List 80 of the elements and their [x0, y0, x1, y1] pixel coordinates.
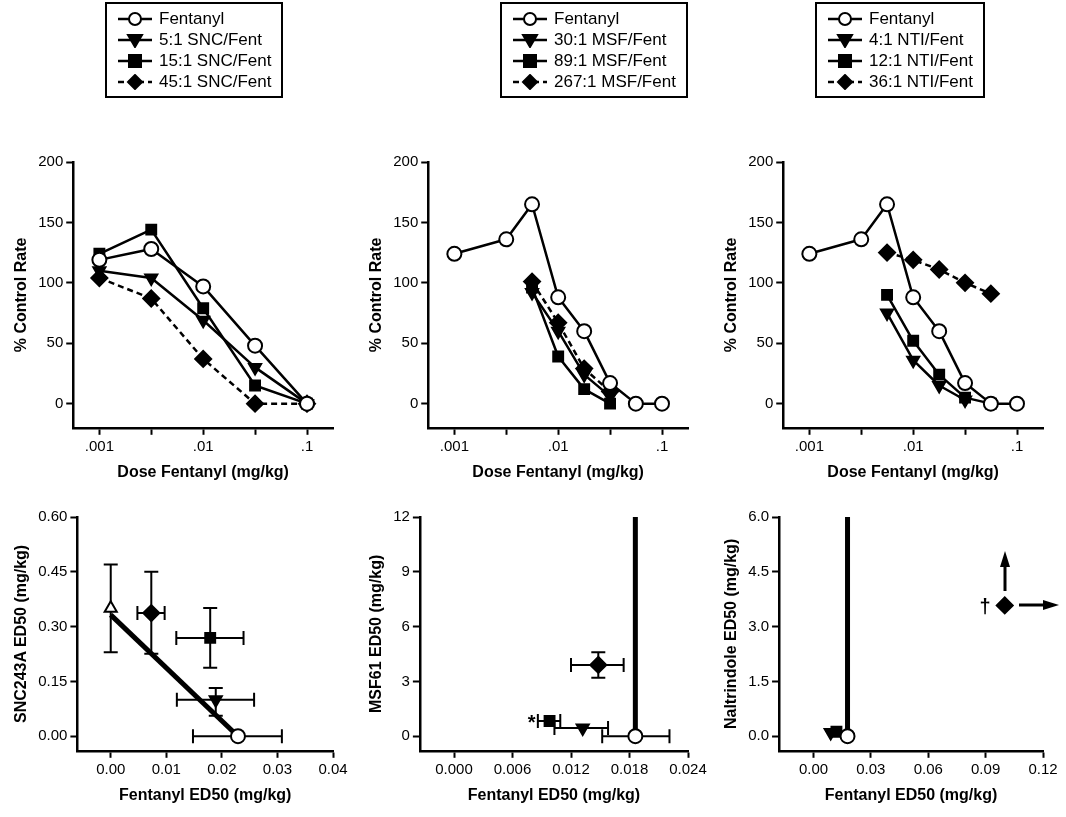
x-tick-label: 0.09 — [971, 759, 1001, 777]
y-tick-label: 0 — [401, 726, 410, 744]
y-tick-label: 0.60 — [38, 507, 68, 525]
y-tick-label: 100 — [38, 272, 64, 290]
x-tick-label: 0.012 — [552, 759, 590, 777]
x-tick-label: .01 — [192, 436, 214, 454]
x-axis-title: Fentanyl ED50 (mg/kg) — [824, 785, 998, 803]
legend-label: Fentanyl — [554, 8, 620, 29]
x-tick-label: 0.06 — [913, 759, 943, 777]
legend-label: Fentanyl — [869, 8, 935, 29]
x-tick-label: .1 — [655, 436, 669, 454]
y-tick-label: 0 — [54, 393, 64, 411]
y-tick-label: 0.15 — [38, 671, 68, 689]
y-tick-label: 6 — [401, 616, 410, 634]
x-tick-label: 0.03 — [262, 759, 293, 777]
y-tick-label: 50 — [756, 333, 774, 351]
y-tick-label: 0.30 — [38, 616, 68, 634]
x-tick-label: .001 — [439, 436, 469, 454]
legend-label: 4:1 NTI/Fent — [869, 29, 964, 50]
legend-label: 45:1 SNC/Fent — [159, 71, 272, 92]
x-tick-label: .001 — [794, 436, 824, 454]
y-tick-label: 0.0 — [748, 726, 770, 744]
y-axis-title: SNC243A ED50 (mg/kg) — [12, 544, 30, 723]
y-axis-title: % Control Rate — [722, 237, 740, 353]
legend-label: 12:1 NTI/Fent — [869, 50, 973, 71]
y-tick-label: 0.45 — [38, 561, 68, 579]
x-axis-title: Dose Fentanyl (mg/kg) — [472, 462, 644, 480]
x-axis-title: Fentanyl ED50 (mg/kg) — [118, 785, 292, 803]
y-tick-label: 200 — [748, 152, 774, 170]
y-axis-title: MSF61 ED50 (mg/kg) — [367, 554, 385, 714]
y-tick-label: 200 — [38, 152, 64, 170]
annotation: † — [979, 594, 991, 617]
y-tick-label: 150 — [393, 212, 419, 230]
x-tick-label: 0.04 — [318, 759, 348, 777]
x-tick-label: .001 — [84, 436, 114, 454]
x-axis-title: Fentanyl ED50 (mg/kg) — [467, 785, 641, 803]
legend-label: 5:1 SNC/Fent — [159, 29, 262, 50]
x-tick-label: .1 — [300, 436, 314, 454]
y-axis-title: % Control Rate — [367, 237, 385, 353]
x-tick-label: 0.00 — [96, 759, 126, 777]
y-tick-label: 200 — [393, 152, 419, 170]
y-tick-label: 1.5 — [748, 671, 770, 689]
y-tick-label: 3 — [401, 671, 410, 689]
legend-label: 30:1 MSF/Fent — [554, 29, 667, 50]
y-tick-label: 12 — [393, 507, 410, 525]
y-tick-label: 9 — [401, 561, 410, 579]
x-tick-label: 0.03 — [856, 759, 886, 777]
y-tick-label: 3.0 — [748, 616, 770, 634]
y-tick-label: 4.5 — [748, 561, 770, 579]
x-axis-title: Dose Fentanyl (mg/kg) — [827, 462, 999, 480]
legend-label: 36:1 NTI/Fent — [869, 71, 973, 92]
y-tick-label: 150 — [38, 212, 64, 230]
x-tick-label: .01 — [902, 436, 924, 454]
y-axis-title: % Control Rate — [12, 237, 30, 353]
y-tick-label: 6.0 — [748, 507, 770, 525]
y-tick-label: 0 — [409, 393, 419, 411]
x-tick-label: 0.024 — [669, 759, 707, 777]
x-tick-label: .01 — [547, 436, 569, 454]
legend-label: 15:1 SNC/Fent — [159, 50, 272, 71]
x-tick-label: 0.01 — [151, 759, 181, 777]
x-tick-label: 0.000 — [435, 759, 473, 777]
y-tick-label: 50 — [401, 333, 419, 351]
y-tick-label: 50 — [46, 333, 64, 351]
y-tick-label: 0.00 — [38, 726, 68, 744]
x-tick-label: 0.018 — [610, 759, 649, 777]
y-tick-label: 150 — [748, 212, 774, 230]
legend-label: 267:1 MSF/Fent — [554, 71, 676, 92]
y-tick-label: 0 — [764, 393, 774, 411]
annotation: * — [527, 710, 536, 733]
x-axis-title: Dose Fentanyl (mg/kg) — [117, 462, 289, 480]
legend-label: Fentanyl — [159, 8, 225, 29]
x-tick-label: 0.02 — [207, 759, 237, 777]
y-tick-label: 100 — [393, 272, 419, 290]
legend-label: 89:1 MSF/Fent — [554, 50, 667, 71]
x-tick-label: 0.12 — [1028, 759, 1058, 777]
x-tick-label: 0.00 — [798, 759, 829, 777]
x-tick-label: 0.006 — [493, 759, 532, 777]
x-tick-label: .1 — [1010, 436, 1024, 454]
y-tick-label: 100 — [748, 272, 774, 290]
y-axis-title: Naltrindole ED50 (mg/kg) — [722, 538, 740, 730]
